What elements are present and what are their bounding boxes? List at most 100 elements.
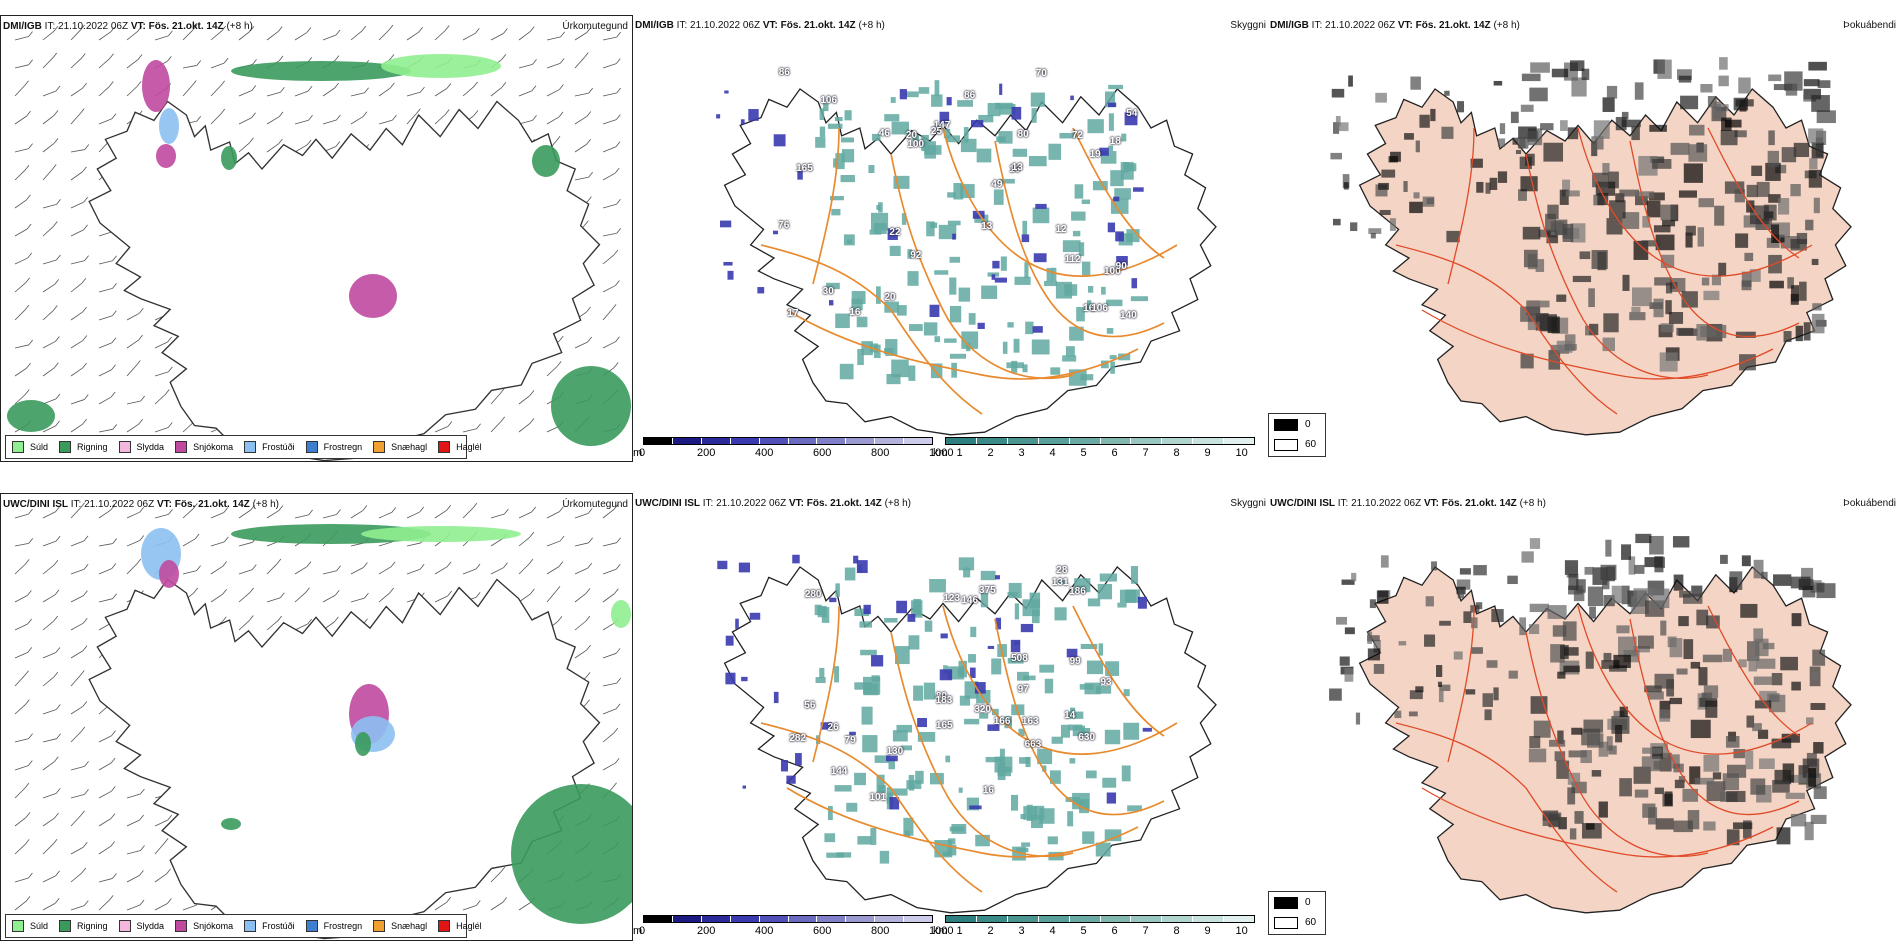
wind-barb — [42, 90, 57, 97]
fog-cell — [1768, 130, 1775, 146]
wind-barb — [126, 339, 139, 349]
visibility-cell — [719, 220, 732, 228]
fog-cell — [1565, 190, 1580, 197]
wind-barb — [585, 615, 591, 622]
wind-barb — [238, 569, 253, 575]
fog-cell — [1768, 74, 1782, 82]
wind-barb — [110, 841, 116, 847]
visibility-value-label: 79 — [844, 735, 856, 747]
visibility-cell — [949, 353, 967, 359]
wind-barb — [70, 260, 85, 265]
fog-cell — [1619, 706, 1628, 717]
fog-cell — [1601, 660, 1620, 669]
wind-barb — [26, 362, 31, 369]
fog-cell — [1585, 823, 1595, 830]
colorbar-segment — [1193, 916, 1225, 922]
fog-cell — [1373, 639, 1381, 653]
fog-map — [1329, 533, 1852, 914]
wind-barb — [53, 138, 59, 144]
wind-barb — [249, 137, 254, 144]
wind-barb — [615, 336, 620, 342]
visibility-cell — [1062, 355, 1077, 362]
visibility-cell — [1028, 155, 1047, 167]
wind-barb — [14, 36, 29, 41]
colorbar-tick: 8 — [1173, 925, 1180, 937]
wind-barb — [251, 85, 257, 91]
fog-cell — [1649, 192, 1665, 201]
wind-barb — [602, 542, 617, 547]
fog-cell — [1689, 124, 1705, 136]
fog-cell — [1771, 738, 1792, 749]
visibility-cell — [819, 108, 825, 120]
road-line — [812, 605, 840, 763]
fog-cell — [1394, 710, 1402, 719]
visibility-cell — [792, 554, 800, 564]
visibility-cell — [940, 633, 948, 639]
wind-barb — [378, 119, 393, 125]
wind-barb — [138, 308, 144, 314]
visibility-cell — [907, 271, 919, 286]
wind-barb — [266, 31, 279, 41]
colorbar-tick: 1000 — [929, 447, 954, 459]
fog-cell — [1812, 649, 1826, 666]
wind-barb — [42, 620, 54, 631]
visibility-cell — [735, 618, 739, 629]
visibility-cell — [1130, 566, 1139, 584]
visibility-cell — [1130, 296, 1148, 302]
wind-barb — [249, 26, 255, 32]
visibility-cell — [844, 110, 852, 121]
wind-barb — [613, 249, 619, 256]
wind-barb — [574, 341, 588, 349]
visibility-cell — [995, 102, 1013, 110]
visibility-value-label: 49 — [991, 179, 1003, 191]
wind-barb — [112, 424, 118, 430]
wind-barb — [182, 422, 194, 433]
visibility-cell — [923, 682, 936, 700]
wind-barb — [546, 62, 561, 69]
wind-barb — [250, 504, 255, 511]
wind-barb — [70, 622, 84, 631]
fog-cell — [1698, 198, 1715, 208]
wind-barb — [24, 164, 30, 171]
colorbar-segment — [1193, 438, 1225, 444]
visibility-cell — [1047, 836, 1058, 845]
visibility-cell — [1099, 147, 1109, 156]
wind-barb — [585, 699, 590, 706]
wind-barb — [70, 29, 81, 41]
precip-type-title: Úrkomutegund — [562, 499, 628, 510]
legend-item: Snæhagl — [373, 920, 427, 932]
fog-cell — [1683, 639, 1694, 660]
wind-barb — [558, 335, 564, 342]
wind-barb — [602, 119, 617, 125]
wind-barb — [473, 81, 478, 88]
wind-barb — [558, 561, 564, 567]
wind-barb — [192, 24, 198, 31]
fog-cell — [1456, 579, 1471, 590]
colorbar-unit: m — [633, 925, 643, 937]
fog-cell — [1706, 615, 1720, 629]
visibility-cell — [826, 852, 844, 858]
wind-barb — [602, 762, 616, 771]
wind-barb — [53, 756, 59, 762]
fog-cell — [1609, 665, 1627, 672]
wind-barb — [126, 86, 138, 97]
visibility-value-label: 106 — [820, 95, 838, 107]
visibility-cell — [1076, 307, 1085, 322]
visibility-panel: UWC/DINI ISL IT: 21.10.2022 06Z VT: Fös.… — [633, 493, 1268, 941]
wind-barb — [362, 111, 368, 117]
visibility-cell — [1007, 592, 1018, 597]
visibility-cell — [1035, 203, 1047, 209]
wind-barb — [416, 108, 421, 114]
visibility-cell — [878, 784, 886, 793]
fog-cell — [1769, 280, 1784, 289]
visibility-cell — [939, 669, 953, 681]
fog-cell — [1413, 192, 1420, 199]
wind-barb — [276, 558, 282, 565]
fog-cell — [1622, 274, 1630, 291]
wind-barb — [238, 142, 250, 153]
visibility-cell — [1137, 596, 1147, 609]
fog-cell — [1344, 668, 1354, 682]
visibility-cell — [1048, 143, 1062, 160]
fog-legend-swatch — [1274, 917, 1298, 929]
visibility-cell — [1004, 716, 1013, 729]
